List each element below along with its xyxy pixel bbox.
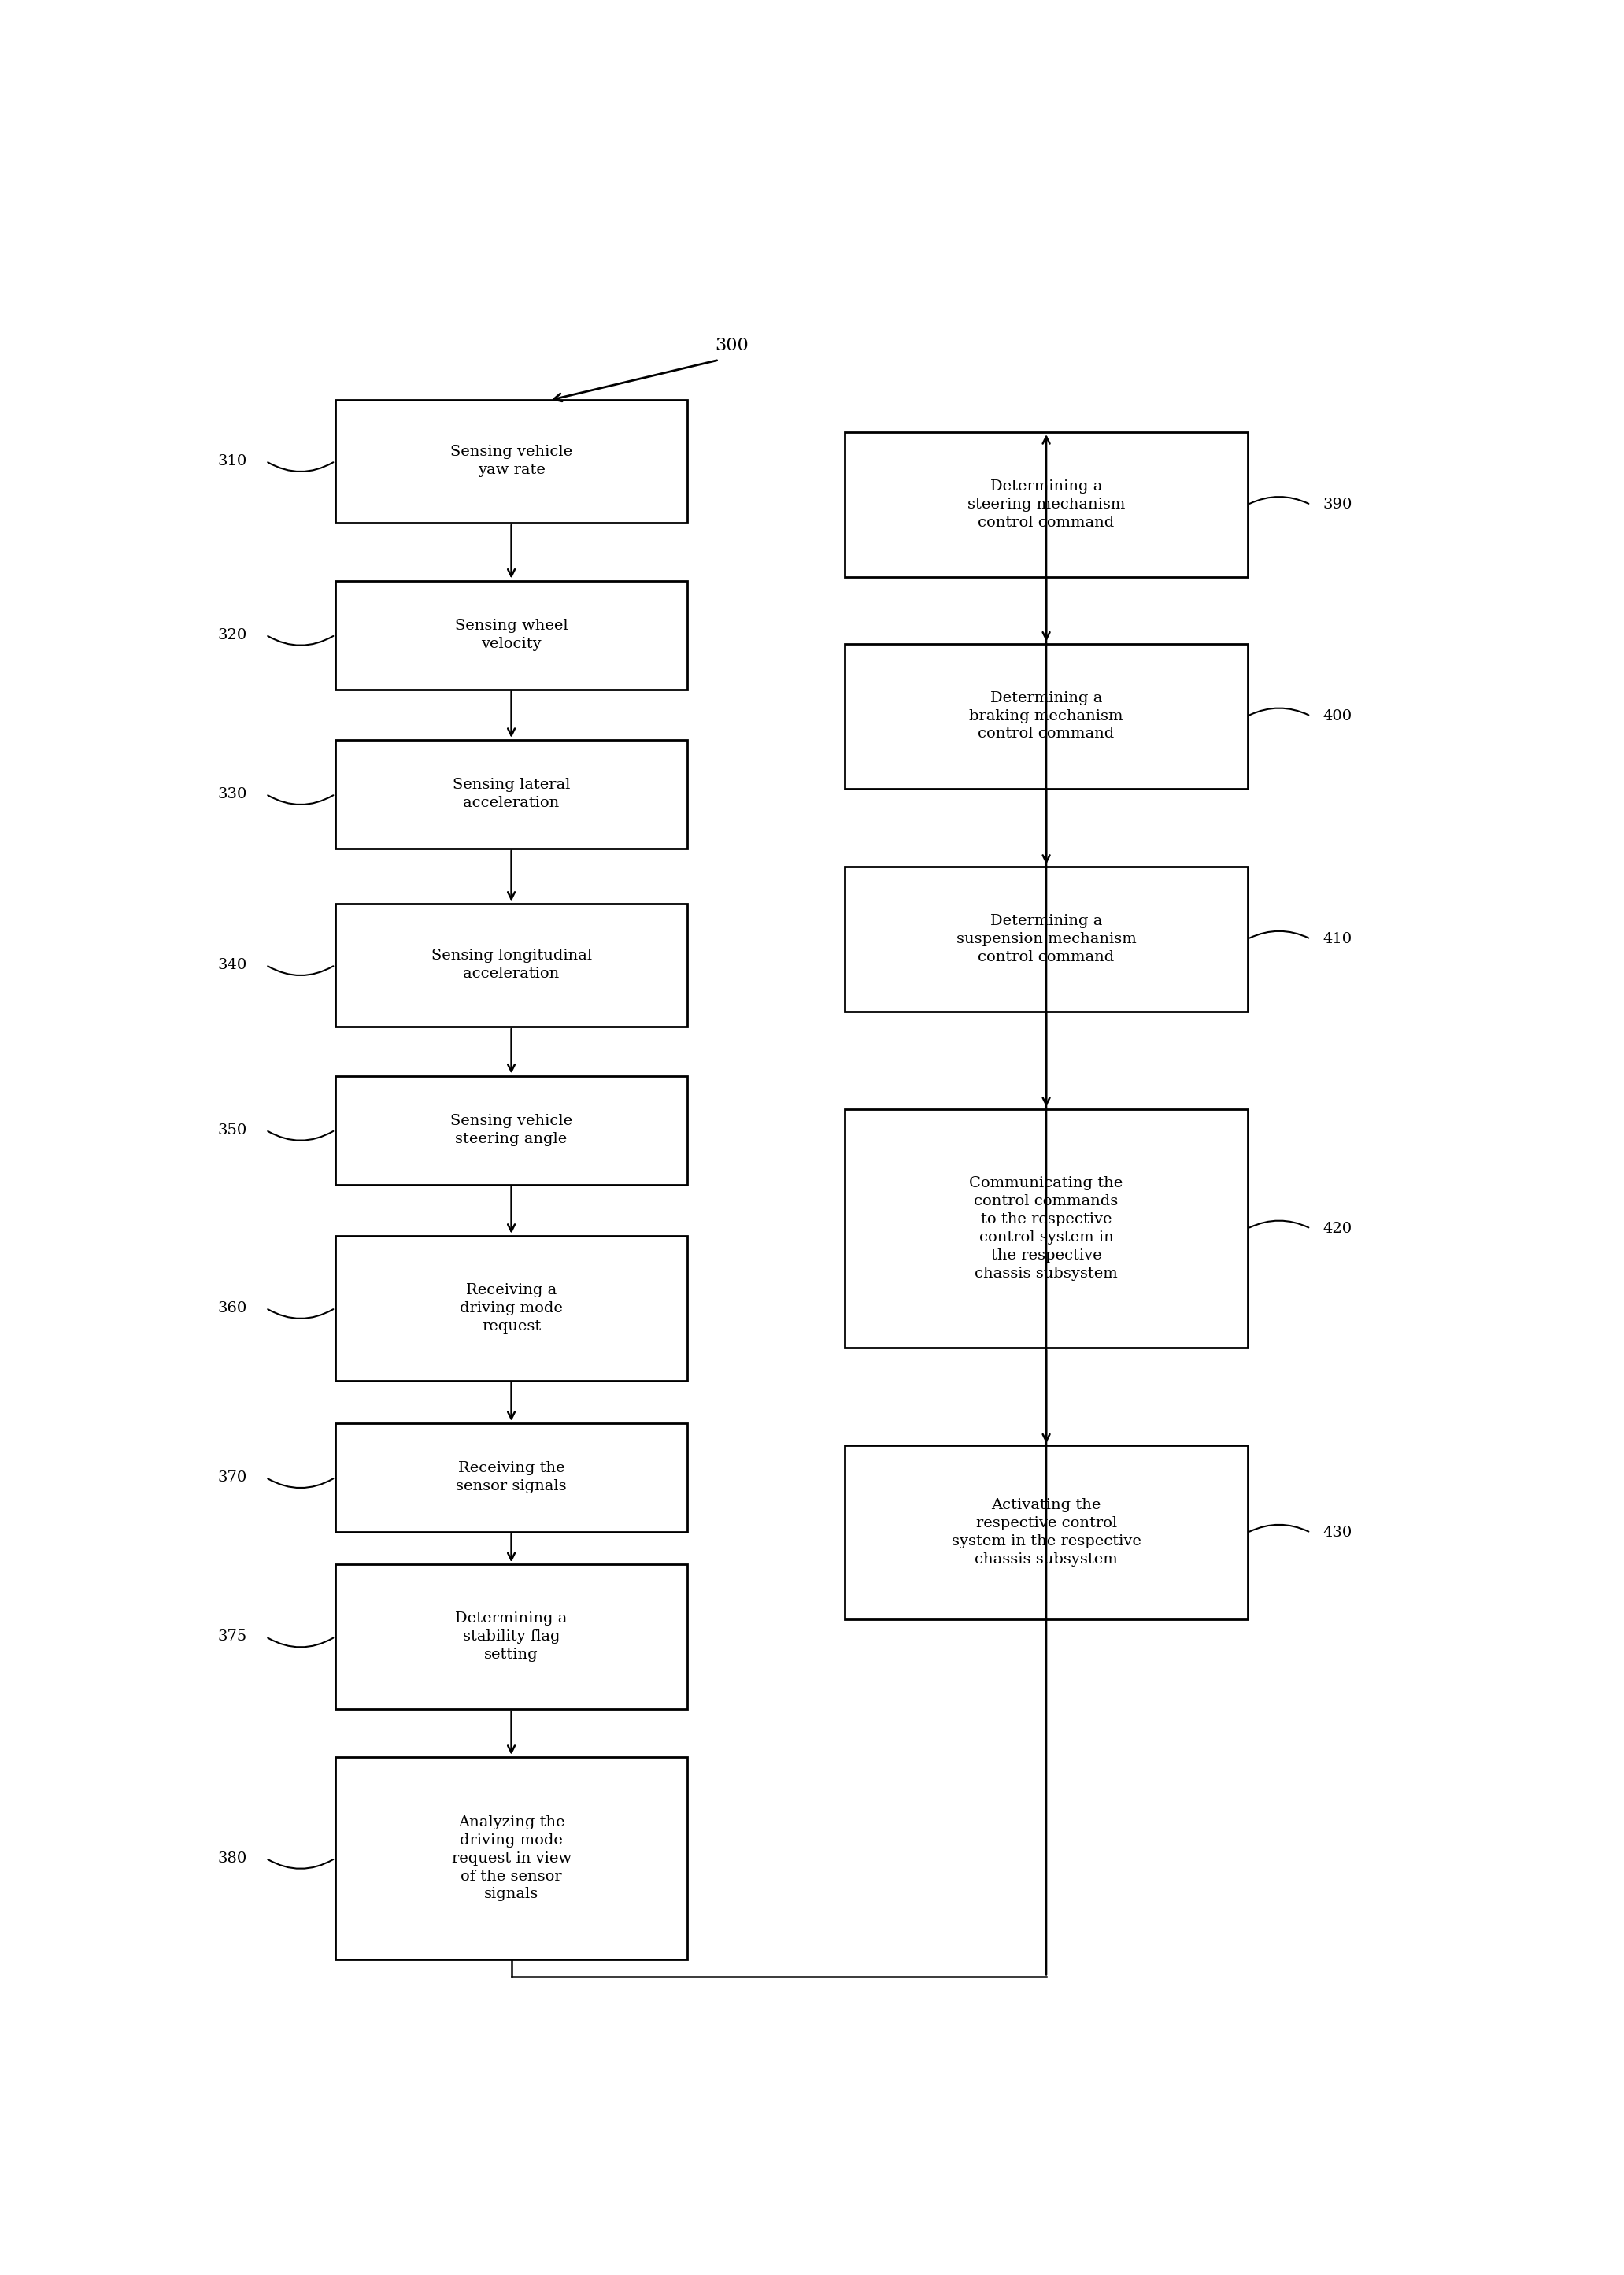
Bar (335, 1756, 687, 1959)
Bar (335, 1235, 687, 1381)
Bar (335, 1565, 687, 1709)
Bar (335, 1424, 687, 1531)
Text: 350: 350 (218, 1124, 247, 1138)
Bar (335, 400, 687, 523)
Text: Receiving the
sensor signals: Receiving the sensor signals (456, 1461, 567, 1495)
Text: 320: 320 (218, 628, 247, 642)
Bar (335, 1076, 687, 1185)
Text: Analyzing the
driving mode
request in view
of the sensor
signals: Analyzing the driving mode request in vi… (451, 1815, 572, 1902)
Text: 430: 430 (1324, 1527, 1353, 1540)
Text: Sensing wheel
velocity: Sensing wheel velocity (455, 619, 568, 651)
Text: 375: 375 (218, 1629, 247, 1645)
Bar (844, 1445, 1247, 1620)
Text: 410: 410 (1324, 933, 1353, 946)
Text: 420: 420 (1324, 1222, 1353, 1235)
Bar (844, 432, 1247, 578)
Bar (844, 867, 1247, 1012)
Text: Communicating the
control commands
to the respective
control system in
the respe: Communicating the control commands to th… (970, 1176, 1124, 1281)
Text: 400: 400 (1324, 710, 1353, 723)
Bar (335, 580, 687, 689)
Bar (844, 1110, 1247, 1347)
Text: 370: 370 (218, 1470, 247, 1486)
Text: Determining a
suspension mechanism
control command: Determining a suspension mechanism contr… (957, 915, 1137, 965)
Text: Sensing vehicle
yaw rate: Sensing vehicle yaw rate (450, 446, 572, 478)
Text: Sensing longitudinal
acceleration: Sensing longitudinal acceleration (430, 949, 591, 981)
Bar (844, 644, 1247, 789)
Bar (335, 903, 687, 1026)
Text: 330: 330 (218, 787, 247, 801)
Text: 340: 340 (218, 958, 247, 971)
Text: 380: 380 (218, 1852, 247, 1866)
Bar (335, 739, 687, 849)
Text: 360: 360 (218, 1301, 247, 1315)
Text: Activating the
respective control
system in the respective
chassis subsystem: Activating the respective control system… (952, 1499, 1142, 1567)
Text: Determining a
braking mechanism
control command: Determining a braking mechanism control … (970, 692, 1124, 742)
Text: Sensing vehicle
steering angle: Sensing vehicle steering angle (450, 1115, 572, 1147)
Text: Determining a
steering mechanism
control command: Determining a steering mechanism control… (968, 480, 1125, 530)
Text: Receiving a
driving mode
request: Receiving a driving mode request (460, 1283, 564, 1333)
Text: 300: 300 (715, 337, 749, 355)
Text: Determining a
stability flag
setting: Determining a stability flag setting (455, 1611, 567, 1661)
Text: 310: 310 (218, 455, 247, 469)
Text: Sensing lateral
acceleration: Sensing lateral acceleration (453, 778, 570, 810)
Text: 390: 390 (1324, 498, 1353, 512)
